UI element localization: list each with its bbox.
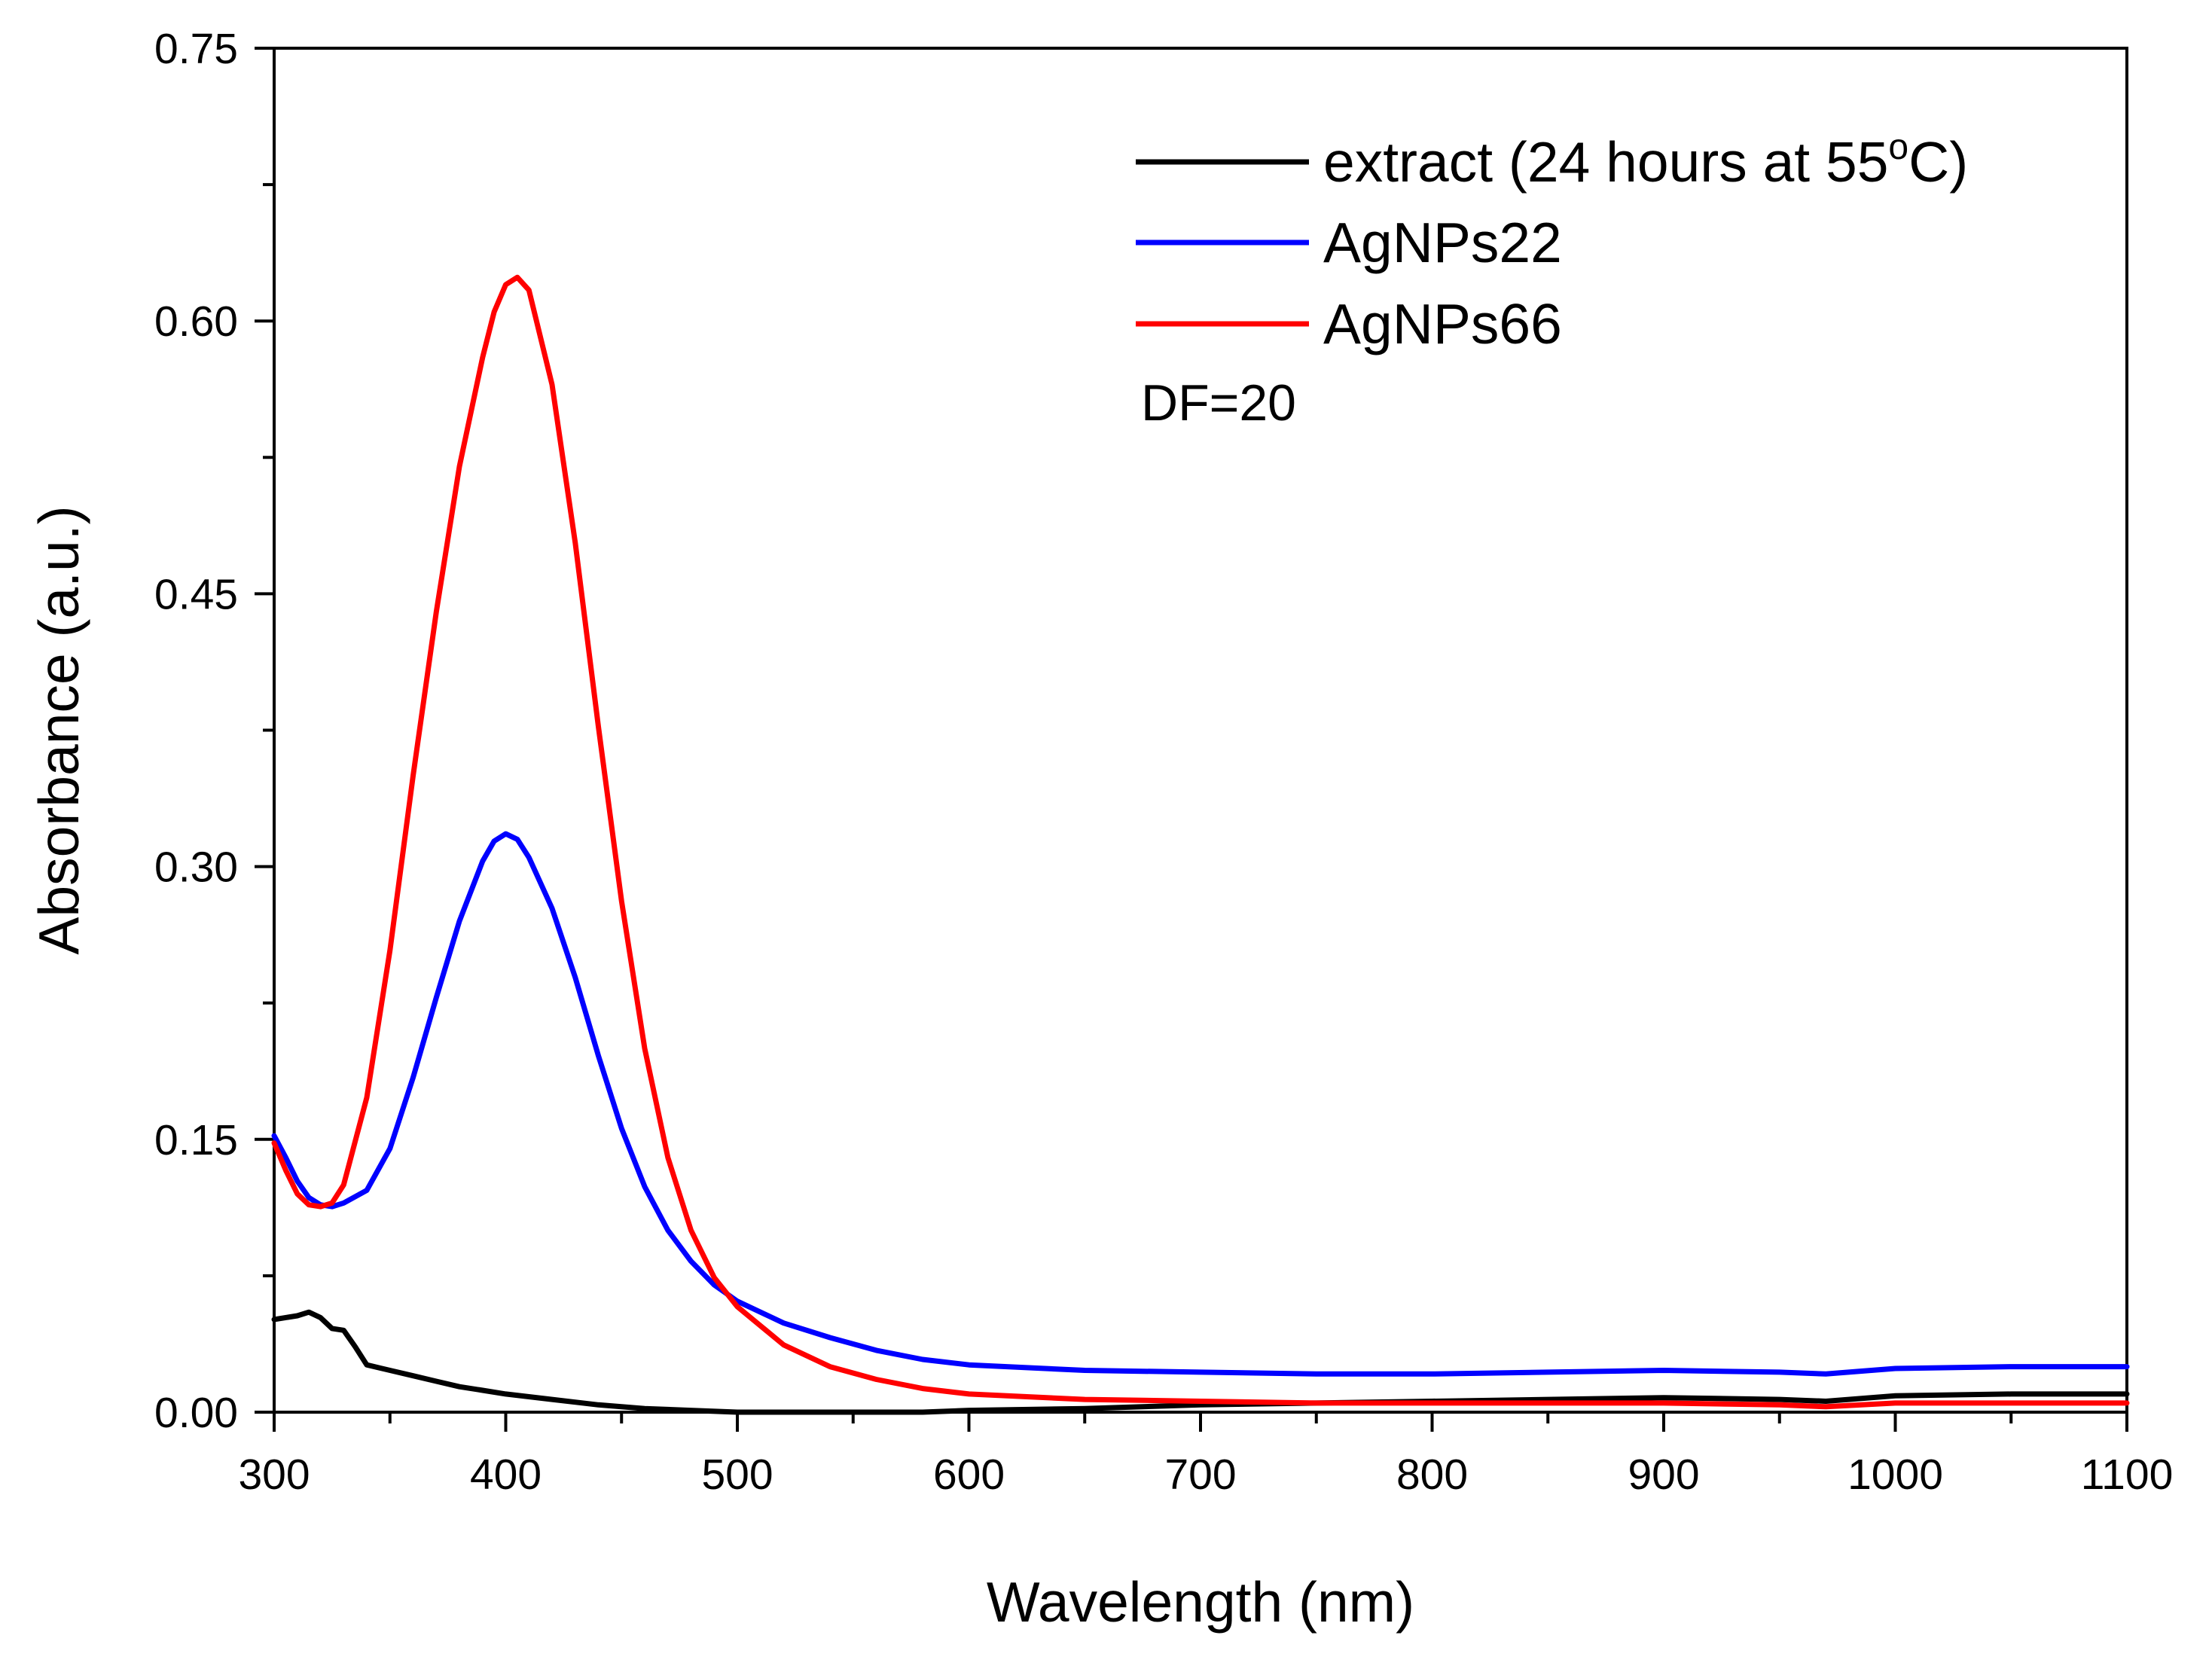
x-tick-label: 500 bbox=[701, 1451, 773, 1499]
y-tick-label: 0.75 bbox=[154, 25, 238, 73]
legend-label: extract (24 hours at 55oC) bbox=[1323, 127, 1968, 194]
legend-label: AgNPs22 bbox=[1323, 211, 1562, 274]
x-axis-title: Wavelength (nm) bbox=[987, 1570, 1414, 1634]
series-line bbox=[271, 274, 2130, 1410]
legend-label: AgNPs66 bbox=[1323, 292, 1562, 355]
y-tick-label: 0.30 bbox=[154, 844, 238, 892]
y-axis: 0.00 0.15 0.30 0.45 0.60 0.75 bbox=[154, 25, 274, 1437]
y-tick-label: 0.15 bbox=[154, 1116, 238, 1164]
x-tick-label: 600 bbox=[933, 1451, 1005, 1499]
series-line bbox=[271, 831, 2130, 1377]
x-tick-label: 400 bbox=[470, 1451, 542, 1499]
y-tick-label: 0.60 bbox=[154, 297, 238, 346]
annotation-df: DF=20 bbox=[1141, 374, 1296, 432]
y-tick-label: 0.45 bbox=[154, 570, 238, 618]
plot-area bbox=[273, 47, 2128, 1414]
x-tick-label: 300 bbox=[238, 1451, 310, 1499]
x-tick-label: 1100 bbox=[2081, 1451, 2174, 1499]
x-tick-label: 800 bbox=[1396, 1451, 1468, 1499]
x-tick-label: 1000 bbox=[1847, 1451, 1943, 1499]
x-axis: 300 400 500 600 700 800 900 1000 1100 bbox=[238, 1412, 2173, 1499]
series-lines bbox=[271, 274, 2130, 1415]
y-axis-title: Absorbance (a.u.) bbox=[27, 505, 90, 954]
y-tick-label: 0.00 bbox=[154, 1389, 238, 1437]
x-tick-label: 700 bbox=[1164, 1451, 1236, 1499]
series-line bbox=[271, 1309, 2130, 1415]
legend: extract (24 hours at 55oC) AgNPs22 AgNPs66 bbox=[1136, 127, 1968, 355]
x-tick-label: 900 bbox=[1628, 1451, 1699, 1499]
